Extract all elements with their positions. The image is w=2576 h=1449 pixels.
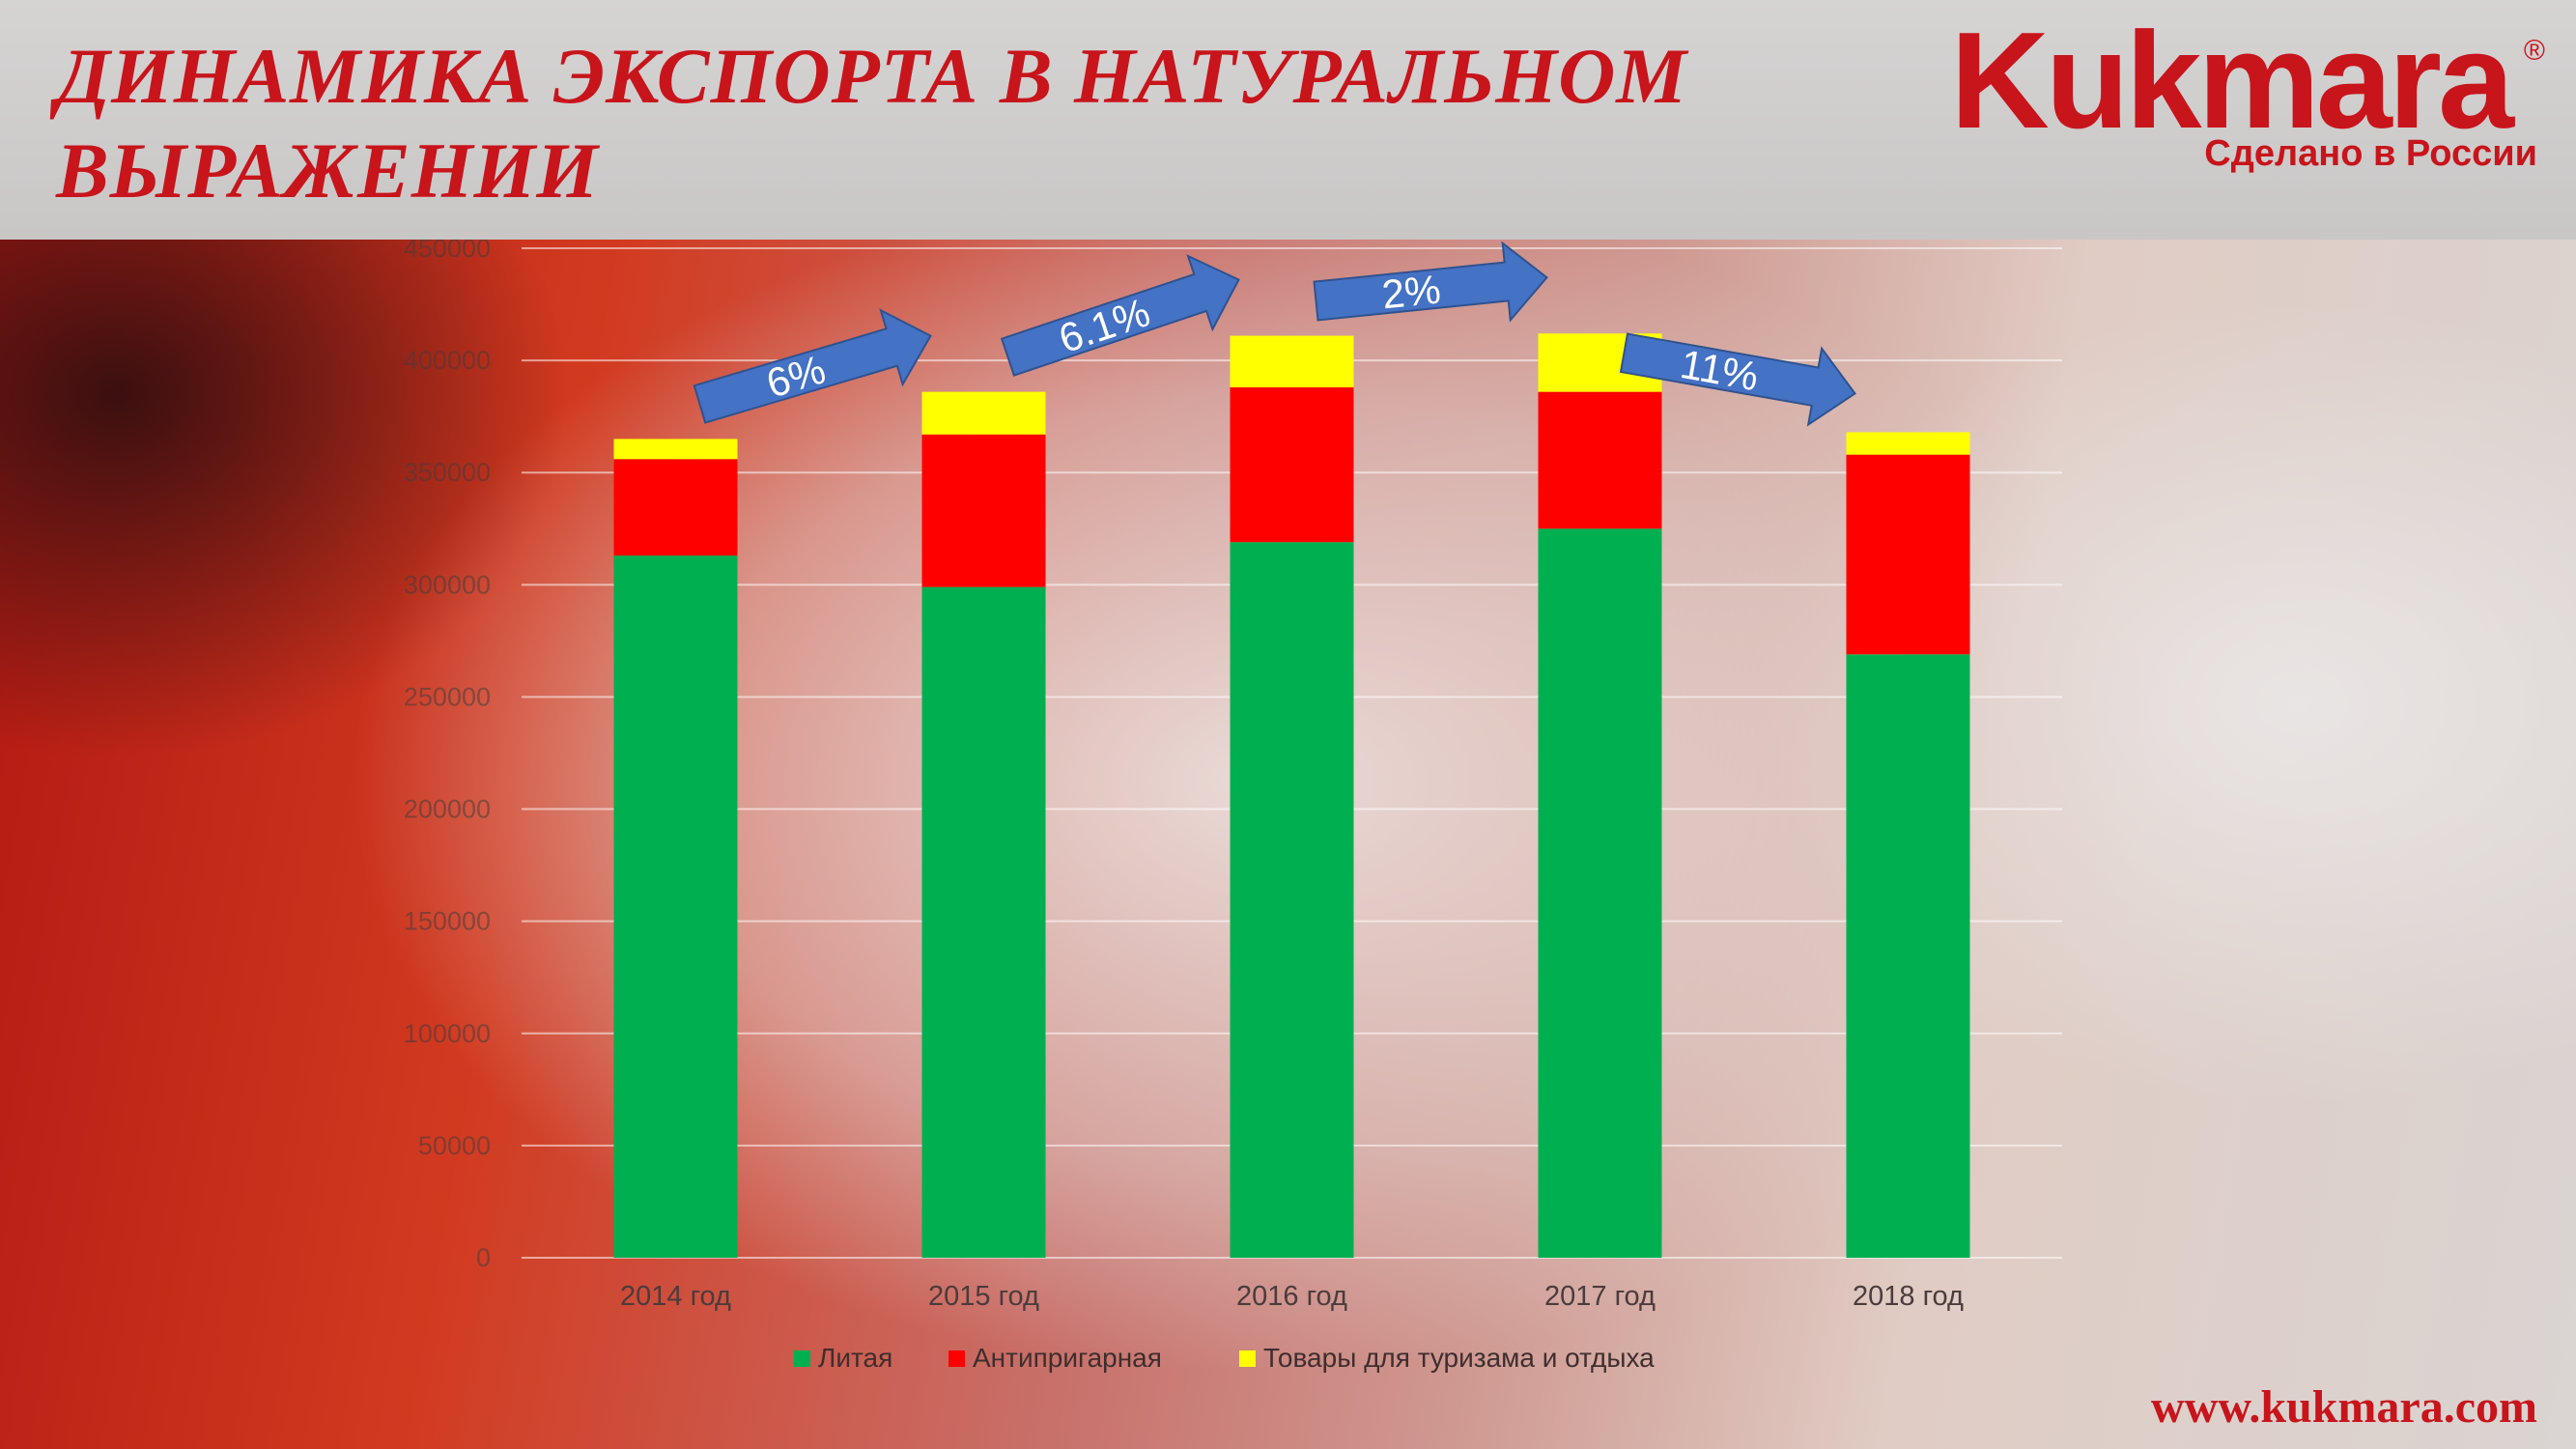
brand-name: Kukmara [1950, 4, 2514, 157]
bar-segment [613, 439, 738, 460]
x-tick-label: 2016 год [1236, 1281, 1347, 1312]
growth-arrow: 6.1% [1000, 254, 1240, 377]
x-tick-label: 2017 год [1544, 1281, 1656, 1312]
bar-segment [921, 586, 1046, 1258]
bar-segment [1230, 386, 1354, 543]
bar-segment [1538, 528, 1662, 1258]
y-tick-label: 400000 [404, 346, 491, 375]
kukmara-logo: Kukmara ® Сделано в России [1950, 4, 2547, 199]
bar-segment [1230, 542, 1354, 1258]
bar-segment [613, 459, 738, 556]
bars [613, 333, 1970, 1258]
title-line-1: ДИНАМИКА ЭКСПОРТА В НАТУРАЛЬНОМ [56, 32, 1688, 120]
y-tick-label: 100000 [404, 1019, 491, 1048]
brand-tagline: Сделано в России [2204, 133, 2537, 174]
bar-segment [613, 555, 738, 1258]
growth-label: 2% [1380, 267, 1443, 318]
legend-label: Товары для туризама и отдыха [1263, 1343, 1655, 1373]
growth-label: 6.1% [1053, 289, 1155, 361]
y-tick-label: 300000 [404, 570, 491, 599]
growth-arrow: 2% [1313, 241, 1548, 323]
y-tick-label: 150000 [404, 907, 491, 936]
y-tick-label: 0 [476, 1243, 491, 1272]
x-tick-label: 2015 год [928, 1281, 1039, 1312]
bar-segment [921, 391, 1046, 435]
y-tick-label: 50000 [418, 1131, 491, 1160]
website-url[interactable]: www.kukmara.com [2150, 1381, 2537, 1433]
slide-title: ДИНАМИКА ЭКСПОРТА В НАТУРАЛЬНОМ ВЫРАЖЕНИ… [56, 29, 1687, 218]
x-axis-labels: 2014 год 2015 год 2016 год 2017 год 2018 год [620, 1281, 1964, 1312]
growth-label: 6% [761, 346, 831, 406]
x-tick-label: 2018 год [1853, 1281, 1964, 1312]
y-tick-label: 250000 [404, 682, 491, 711]
bar-segment [1846, 654, 1970, 1258]
y-axis-tick-labels: 0 50000 100000 150000 200000 250000 300000 3500… [404, 240, 491, 1272]
x-tick-label: 2014 год [620, 1281, 731, 1312]
registered-mark: ® [2523, 35, 2545, 67]
arrow-shape [1619, 332, 1856, 427]
bar-segment [1846, 432, 1970, 455]
y-tick-label: 450000 [404, 240, 491, 263]
arrow-shape [693, 308, 932, 424]
growth-arrow: 11% [1619, 332, 1856, 427]
arrow-shape [1313, 241, 1548, 323]
legend: Литая Антипригарная Товары для туризама и … [794, 1343, 1655, 1373]
stacked-bar-chart: 0 50000 100000 150000 200000 250000 300000 3500… [404, 240, 2062, 1373]
bar-segment [921, 434, 1046, 587]
legend-swatch [1239, 1350, 1256, 1367]
title-line-2: ВЫРАЖЕНИИ [56, 127, 600, 214]
growth-arrow: 6% [693, 308, 932, 424]
slide-header: ДИНАМИКА ЭКСПОРТА В НАТУРАЛЬНОМ ВЫРАЖЕНИ… [0, 0, 2576, 240]
bar-segment [1538, 391, 1662, 529]
y-tick-label: 350000 [404, 458, 491, 487]
legend-label: Литая [818, 1343, 892, 1373]
legend-label: Антипригарная [973, 1343, 1162, 1373]
growth-label: 11% [1677, 341, 1762, 399]
bar-segment [1230, 335, 1354, 387]
y-tick-label: 200000 [404, 795, 491, 824]
arrow-shape [1000, 254, 1240, 377]
legend-swatch [948, 1350, 965, 1367]
legend-swatch [794, 1350, 810, 1367]
bar-segment [1846, 454, 1970, 655]
